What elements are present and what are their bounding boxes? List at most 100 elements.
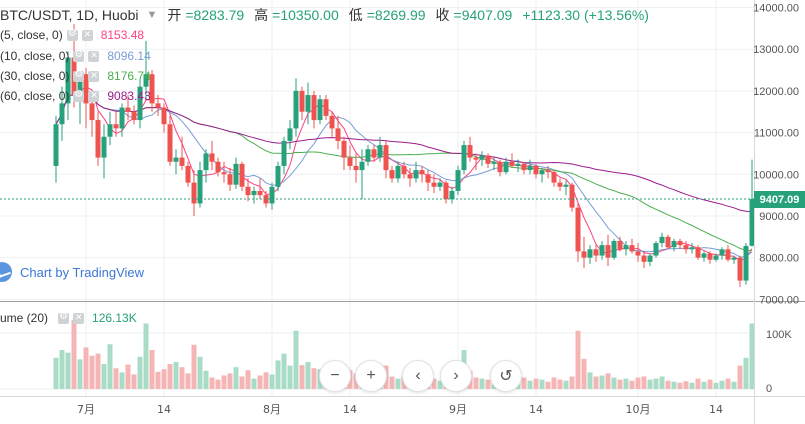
volume-bar: [143, 323, 149, 389]
close-icon[interactable]: [73, 312, 85, 324]
volume-bar: [71, 319, 77, 389]
volume-bar: [311, 368, 317, 389]
volume-bar: [437, 380, 443, 389]
gear-icon[interactable]: [66, 28, 78, 41]
volume-bar: [659, 376, 665, 389]
candle-body: [179, 157, 185, 166]
volume-bar: [749, 323, 755, 389]
volume-bar: [233, 367, 239, 389]
chevron-down-icon[interactable]: ▼: [146, 9, 158, 21]
candle: [509, 153, 515, 169]
volume-bar: [605, 373, 611, 389]
candle: [161, 103, 167, 133]
candle: [389, 165, 395, 183]
close-icon[interactable]: [81, 29, 93, 41]
close-icon[interactable]: [88, 50, 100, 62]
ma60-legend[interactable]: (60, close, 0) 9083.43: [0, 89, 151, 104]
candle: [437, 178, 443, 191]
candle: [383, 140, 389, 179]
candle: [677, 238, 683, 250]
candle-body: [719, 249, 725, 256]
scroll-right-icon[interactable]: ›: [440, 360, 472, 392]
price-axis: 14000.00 13000.00 12000.00 11000.00 10000.00…: [753, 3, 799, 307]
candle-body: [659, 236, 665, 244]
reset-icon[interactable]: ↺: [490, 360, 522, 392]
volume-bar: [527, 380, 533, 389]
time-tick-label: 7月: [77, 403, 95, 416]
close-icon[interactable]: [88, 90, 100, 102]
candle-body: [569, 184, 575, 208]
candle: [521, 161, 527, 175]
scroll-left-icon[interactable]: ‹: [402, 360, 434, 392]
volume-bar: [149, 350, 155, 389]
volume-bar: [563, 380, 569, 389]
zoom-in-icon[interactable]: +: [355, 360, 387, 392]
gear-icon[interactable]: [73, 89, 85, 102]
volume-bar: [533, 378, 539, 389]
candle: [197, 161, 203, 208]
ma10-value: 8096.14: [107, 49, 151, 63]
low-value: =8269.99: [366, 7, 426, 23]
candle-body: [731, 257, 737, 260]
volume-bar: [689, 382, 695, 389]
close-icon[interactable]: [88, 70, 100, 82]
tradingview-watermark[interactable]: Chart by TradingView: [0, 262, 144, 282]
ma10-legend[interactable]: (10, close, 0) 8096.14: [0, 49, 151, 64]
close-label: 收: [435, 7, 450, 23]
volume-bar: [707, 379, 713, 389]
candle-body: [539, 170, 545, 175]
candle-body: [647, 255, 653, 262]
volume-bar: [671, 381, 677, 389]
time-tick-label: 14: [529, 403, 543, 416]
gear-icon[interactable]: [58, 311, 70, 324]
candle-body: [311, 95, 317, 121]
volume-bar: [269, 374, 275, 389]
volume-bar: [557, 379, 563, 389]
candle: [683, 240, 689, 254]
gear-icon[interactable]: [73, 49, 85, 62]
symbol-title[interactable]: BTC/USDT, 1D, Huobi: [0, 7, 139, 23]
price-tick-label: 8000.00: [759, 253, 799, 265]
gear-icon[interactable]: [73, 69, 85, 82]
volume-bar: [611, 377, 617, 389]
candle-body: [509, 161, 515, 166]
candle-body: [341, 140, 347, 158]
candle: [239, 161, 245, 191]
candle-body: [233, 163, 239, 185]
volume-bar: [551, 377, 557, 389]
candle-body: [497, 161, 503, 173]
candle: [419, 165, 425, 183]
candle: [557, 178, 563, 191]
high-value: =10350.00: [272, 7, 339, 23]
candle: [137, 78, 143, 129]
candle: [497, 159, 503, 177]
candle-body: [623, 245, 629, 250]
candle: [461, 140, 467, 175]
time-tick-label: 10月: [626, 403, 651, 416]
volume-legend[interactable]: ume (20) 126.13K: [0, 311, 137, 326]
volume-bar: [155, 371, 161, 389]
candle-body: [611, 240, 617, 258]
candle: [539, 168, 545, 183]
candle-body: [683, 245, 689, 250]
candle-body: [713, 255, 719, 260]
candle: [485, 153, 491, 169]
candle-body: [443, 182, 449, 200]
candle: [65, 51, 71, 121]
candle: [347, 145, 353, 171]
candle: [593, 245, 599, 262]
zoom-out-icon[interactable]: −: [319, 360, 351, 392]
candle-body: [161, 107, 167, 125]
candle-body: [239, 163, 245, 187]
candle-body: [431, 182, 437, 187]
candle: [59, 86, 65, 141]
candle: [629, 238, 635, 254]
volume-bar: [215, 379, 221, 389]
candle: [275, 161, 281, 191]
candle-body: [335, 128, 341, 141]
ma5-legend[interactable]: (5, close, 0) 8153.48: [0, 28, 144, 43]
candle: [635, 243, 641, 262]
candle: [599, 240, 605, 260]
ma30-legend[interactable]: (30, close, 0) 8176.74: [0, 69, 151, 84]
